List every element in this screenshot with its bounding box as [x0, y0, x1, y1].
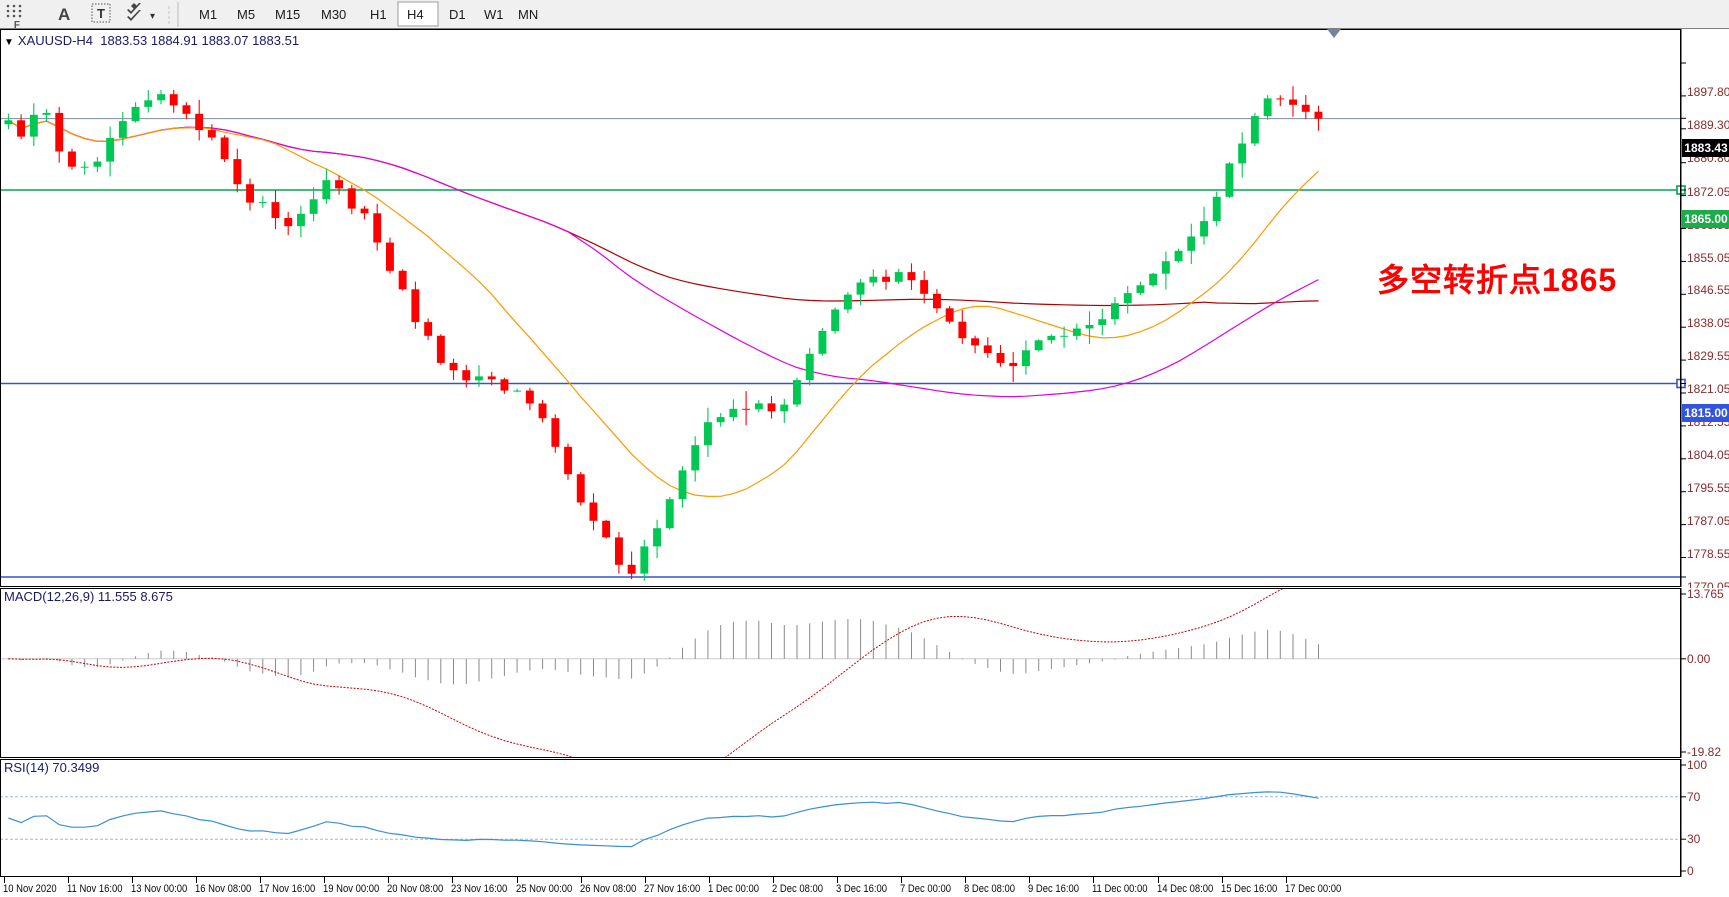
svg-text:MN: MN [518, 7, 538, 22]
svg-text:M30: M30 [321, 7, 346, 22]
svg-text:D1: D1 [449, 7, 466, 22]
svg-text:▾: ▾ [150, 11, 155, 22]
svg-text:T: T [97, 6, 105, 21]
svg-text:M15: M15 [275, 7, 300, 22]
svg-text:F: F [14, 20, 20, 29]
svg-text:W1: W1 [484, 7, 504, 22]
svg-text:M5: M5 [237, 7, 255, 22]
svg-text:M1: M1 [199, 7, 217, 22]
svg-text:H1: H1 [370, 7, 387, 22]
svg-text:A: A [58, 5, 70, 24]
svg-text:H4: H4 [407, 7, 424, 22]
